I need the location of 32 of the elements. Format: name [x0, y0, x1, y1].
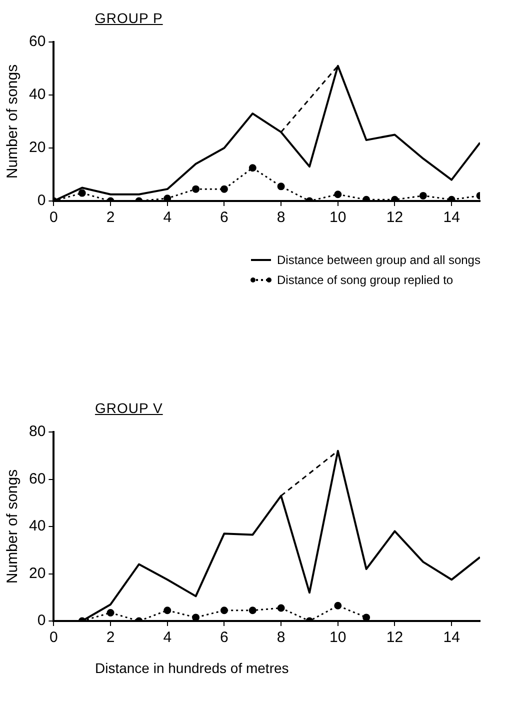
chart-title: GROUP P: [95, 10, 163, 26]
y-tick-label: 40: [28, 518, 46, 535]
y-tick-label: 20: [28, 564, 46, 582]
x-tick-label: 6: [220, 209, 228, 226]
y-axis-title: Number of songs: [4, 64, 22, 179]
x-tick-label: 4: [163, 629, 172, 646]
x-tick-label: 14: [443, 629, 460, 646]
x-axis-title: Distance in hundreds of metres: [95, 660, 289, 676]
x-tick-label: 12: [386, 209, 404, 226]
legend-label: Distance between group and all songs: [277, 253, 480, 267]
x-tick-label: 4: [163, 209, 172, 226]
y-tick-label: 80: [28, 423, 46, 440]
x-tick-label: 8: [276, 629, 286, 646]
x-tick-label: 6: [220, 629, 228, 646]
y-tick-label: 40: [28, 86, 46, 104]
chart-title: GROUP V: [95, 400, 163, 416]
y-tick-label: 20: [28, 139, 46, 156]
x-tick-label: 14: [443, 209, 460, 226]
y-axis-title: Number of songs: [4, 469, 22, 584]
x-tick-label: 2: [106, 629, 115, 646]
y-tick-label: 60: [28, 470, 46, 488]
x-tick-label: 12: [386, 629, 404, 646]
legend-label: Distance of song group replied to: [277, 273, 454, 287]
y-tick-label: 0: [37, 612, 46, 630]
y-tick-label: 60: [28, 33, 46, 50]
x-tick-label: 8: [276, 209, 286, 226]
x-tick-label: 2: [106, 209, 115, 226]
x-tick-label: 0: [50, 209, 58, 226]
x-tick-label: 10: [330, 209, 346, 226]
x-tick-label: 10: [330, 629, 346, 646]
y-tick-label: 0: [37, 192, 46, 210]
x-tick-label: 0: [50, 629, 58, 646]
